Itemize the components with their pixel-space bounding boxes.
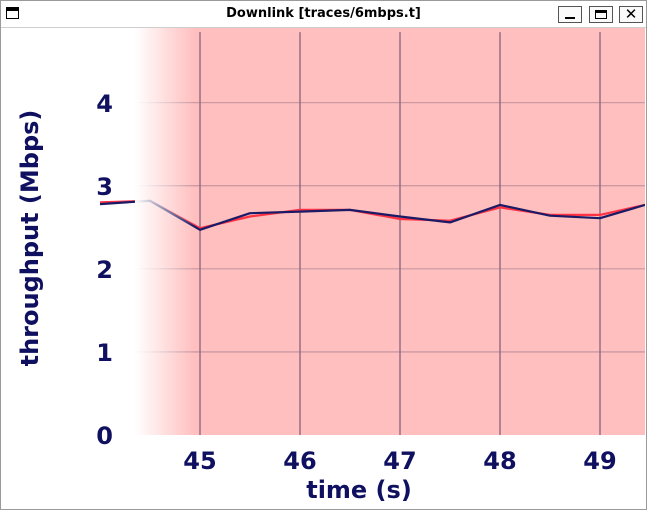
x-axis-label: time (s): [306, 476, 412, 504]
x-tick-label: 48: [483, 447, 516, 475]
y-tick-label: 4: [96, 90, 113, 118]
fade-overlay: [135, 28, 195, 435]
x-axis-ticks: 45 46 47 48 49: [183, 447, 616, 475]
x-tick-label: 46: [283, 447, 316, 475]
x-tick-label: 47: [383, 447, 416, 475]
window-icon[interactable]: [6, 7, 19, 19]
maximize-icon: [595, 10, 607, 19]
close-icon: ✕: [624, 5, 638, 23]
y-tick-label: 3: [96, 173, 113, 201]
x-tick-label: 49: [583, 447, 616, 475]
y-tick-label: 1: [96, 339, 113, 367]
y-axis-ticks: 0 1 2 3 4: [96, 90, 113, 450]
plot-area: [135, 28, 645, 435]
minimize-button[interactable]: [558, 6, 582, 23]
maximize-button[interactable]: [589, 6, 613, 23]
grid-lines: [135, 32, 645, 435]
y-tick-label: 2: [96, 256, 113, 284]
title-bar[interactable]: Downlink [traces/6mbps.t] ✕: [1, 1, 646, 28]
x-tick-label: 45: [183, 447, 216, 475]
throughput-chart: 0 1 2 3 4 45 46 47 48 49 time (s) throughput (Mb…: [16, 28, 645, 504]
window-title: Downlink [traces/6mbps.t]: [226, 6, 421, 21]
y-tick-label: 0: [96, 422, 113, 450]
close-button[interactable]: ✕: [619, 6, 643, 23]
minimize-icon: [565, 17, 575, 19]
y-axis-label: throughput (Mbps): [16, 110, 44, 367]
